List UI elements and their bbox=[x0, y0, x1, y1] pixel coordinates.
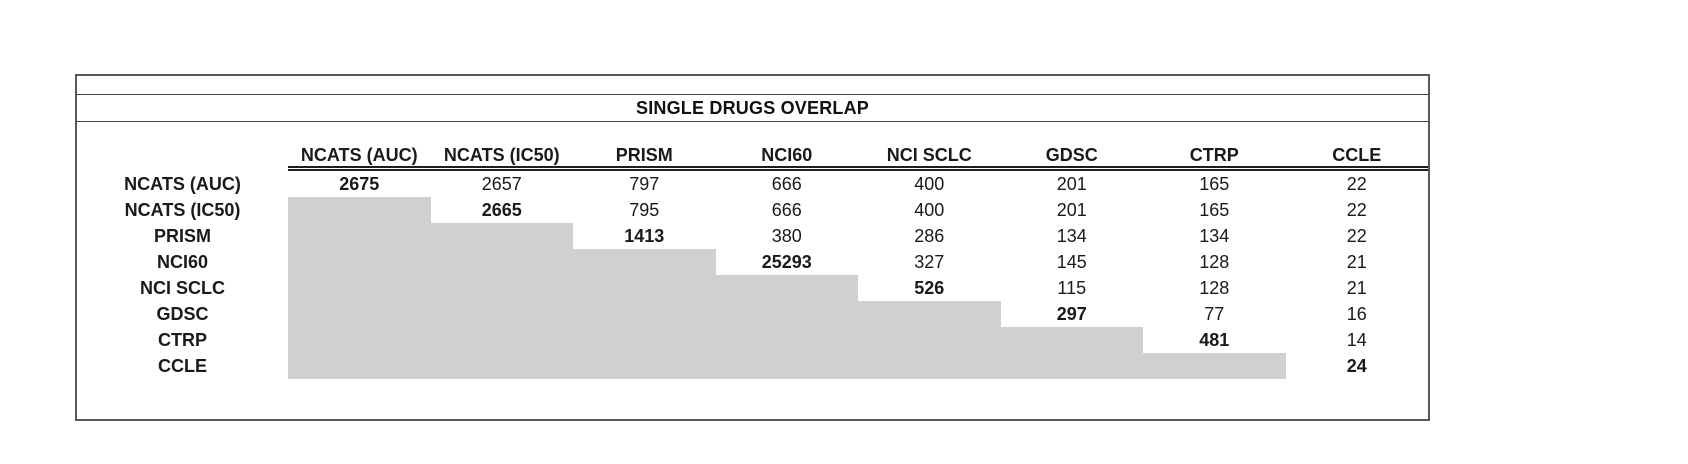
diagonal-cell: 2675 bbox=[339, 173, 380, 194]
matrix-cell: 165 bbox=[1199, 173, 1230, 194]
matrix-cell: 201 bbox=[1056, 199, 1087, 220]
matrix-cell: 380 bbox=[771, 225, 802, 246]
shaded-cell bbox=[573, 275, 716, 301]
column-header-nci-sclc: NCI SCLC bbox=[858, 144, 1001, 171]
shaded-cell bbox=[858, 353, 1001, 379]
row-label: NCATS (AUC) bbox=[124, 173, 241, 194]
matrix-cell: 2657 bbox=[481, 173, 522, 194]
shaded-cell bbox=[288, 249, 431, 275]
shaded-cell bbox=[288, 327, 431, 353]
shaded-cell bbox=[430, 327, 573, 353]
shaded-cell bbox=[288, 275, 431, 301]
column-header-ncats-ic50: NCATS (IC50) bbox=[430, 144, 573, 171]
table-row-nci-sclc: NCI SCLC 526 115 128 21 bbox=[77, 275, 1428, 301]
shaded-cell bbox=[288, 223, 431, 249]
row-label: PRISM bbox=[153, 225, 211, 246]
table-top-spacer bbox=[77, 76, 1428, 95]
table-body: NCATS (AUC) NCATS (IC50) PRISM NCI60 NCI… bbox=[77, 122, 1428, 379]
shaded-cell bbox=[573, 353, 716, 379]
column-header-gdsc: GDSC bbox=[1000, 144, 1143, 171]
shaded-cell bbox=[430, 249, 573, 275]
shaded-cell bbox=[430, 223, 573, 249]
shaded-cell bbox=[430, 301, 573, 327]
matrix-cell: 327 bbox=[914, 251, 945, 272]
table-row-prism: PRISM 1413 380 286 134 134 22 bbox=[77, 223, 1428, 249]
column-header-prism: PRISM bbox=[573, 144, 716, 171]
matrix-cell: 145 bbox=[1056, 251, 1087, 272]
matrix-cell: 400 bbox=[914, 173, 945, 194]
matrix-cell: 128 bbox=[1199, 277, 1230, 298]
shaded-cell bbox=[430, 275, 573, 301]
shaded-cell bbox=[858, 301, 1001, 327]
shaded-cell bbox=[288, 197, 431, 223]
table-row-ctrp: CTRP 481 14 bbox=[77, 327, 1428, 353]
shaded-cell bbox=[715, 275, 858, 301]
table-title: SINGLE DRUGS OVERLAP bbox=[77, 95, 1428, 122]
column-header-ncats-auc: NCATS (AUC) bbox=[288, 144, 431, 171]
diagonal-cell: 526 bbox=[914, 277, 945, 298]
shaded-cell bbox=[715, 301, 858, 327]
diagonal-cell: 297 bbox=[1056, 303, 1087, 324]
matrix-cell: 165 bbox=[1199, 199, 1230, 220]
matrix-cell: 134 bbox=[1199, 225, 1230, 246]
shaded-cell bbox=[858, 327, 1001, 353]
diagonal-cell: 25293 bbox=[761, 251, 812, 272]
matrix-cell: 128 bbox=[1199, 251, 1230, 272]
shaded-cell bbox=[1000, 327, 1143, 353]
matrix-cell: 22 bbox=[1346, 173, 1367, 194]
shaded-cell bbox=[430, 353, 573, 379]
header-row: NCATS (AUC) NCATS (IC50) PRISM NCI60 NCI… bbox=[77, 144, 1428, 171]
shaded-cell bbox=[573, 301, 716, 327]
matrix-cell: 21 bbox=[1346, 277, 1367, 298]
shaded-cell bbox=[573, 327, 716, 353]
matrix-cell: 14 bbox=[1346, 329, 1367, 350]
diagonal-cell: 24 bbox=[1346, 355, 1367, 376]
matrix-cell: 666 bbox=[771, 199, 802, 220]
diagonal-cell: 2665 bbox=[481, 199, 522, 220]
shaded-cell bbox=[715, 327, 858, 353]
row-label: CCLE bbox=[158, 355, 207, 376]
matrix-cell: 134 bbox=[1056, 225, 1087, 246]
matrix-cell: 400 bbox=[914, 199, 945, 220]
table-row-ncats-ic50: NCATS (IC50) 2665 795 666 400 201 165 22 bbox=[77, 197, 1428, 223]
row-label: GDSC bbox=[156, 303, 209, 324]
corner-cell bbox=[77, 144, 288, 171]
diagonal-cell: 481 bbox=[1199, 329, 1230, 350]
matrix-cell: 16 bbox=[1346, 303, 1367, 324]
matrix-cell: 201 bbox=[1056, 173, 1087, 194]
column-header-nci60: NCI60 bbox=[715, 144, 858, 171]
row-label: CTRP bbox=[158, 329, 207, 350]
matrix-cell: 797 bbox=[629, 173, 660, 194]
table-row-ccle: CCLE 24 bbox=[77, 353, 1428, 379]
shaded-cell bbox=[573, 249, 716, 275]
column-header-ccle: CCLE bbox=[1285, 144, 1428, 171]
matrix-cell: 22 bbox=[1346, 225, 1367, 246]
matrix-cell: 21 bbox=[1346, 251, 1367, 272]
matrix-cell: 77 bbox=[1204, 303, 1225, 324]
matrix-cell: 666 bbox=[771, 173, 802, 194]
diagonal-cell: 1413 bbox=[624, 225, 665, 246]
matrix-cell: 795 bbox=[629, 199, 660, 220]
single-drugs-overlap-table: SINGLE DRUGS OVERLAP NCATS (AUC) NCATS (… bbox=[75, 74, 1430, 421]
shaded-cell bbox=[288, 353, 431, 379]
shaded-cell bbox=[1143, 353, 1286, 379]
column-header-ctrp: CTRP bbox=[1143, 144, 1286, 171]
row-label: NCI SCLC bbox=[140, 277, 225, 298]
matrix-cell: 115 bbox=[1057, 277, 1087, 298]
table-row-nci60: NCI60 25293 327 145 128 21 bbox=[77, 249, 1428, 275]
row-label: NCI60 bbox=[156, 251, 209, 272]
matrix-cell: 286 bbox=[914, 225, 945, 246]
shaded-cell bbox=[715, 353, 858, 379]
row-label: NCATS (IC50) bbox=[124, 199, 241, 220]
shaded-cell bbox=[288, 301, 431, 327]
matrix-cell: 22 bbox=[1346, 199, 1367, 220]
shaded-cell bbox=[1000, 353, 1143, 379]
table-row-gdsc: GDSC 297 77 16 bbox=[77, 301, 1428, 327]
table-row-ncats-auc: NCATS (AUC) 2675 2657 797 666 400 201 16… bbox=[77, 171, 1428, 197]
